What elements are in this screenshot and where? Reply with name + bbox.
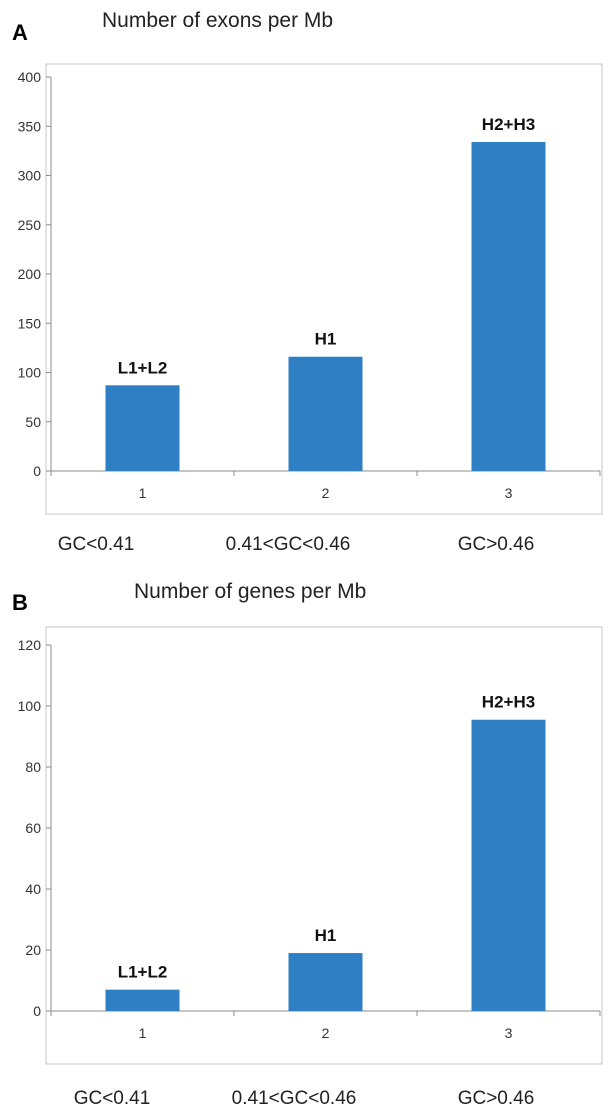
y-tick-label: 200	[18, 266, 42, 282]
y-tick-label: 350	[18, 118, 42, 134]
group-label-2: 0.41<GC<0.46	[225, 534, 351, 555]
y-tick-label: 40	[25, 881, 41, 897]
y-tick-label: 120	[18, 637, 42, 653]
y-tick-label: 20	[25, 942, 41, 958]
y-tick-label: 250	[18, 217, 42, 233]
bar-data-label: H2+H3	[482, 693, 535, 712]
group-label-2: 0.41<GC<0.46	[231, 1088, 357, 1109]
x-tick-label: 2	[322, 485, 330, 501]
bar	[471, 142, 546, 471]
bar-data-label: L1+L2	[118, 358, 168, 377]
y-tick-label: 0	[33, 1003, 41, 1019]
y-tick-label: 300	[18, 168, 42, 184]
x-tick-label: 3	[505, 485, 513, 501]
chart-frame	[45, 63, 603, 515]
y-tick-label: 0	[33, 463, 41, 479]
bar-chart-genes: 0 20 40 60 80 100 120 L1+L2 1 H1 2 H2+H3 3	[18, 626, 603, 1065]
y-tick-label: 100	[18, 698, 42, 714]
chart-panel-b: B Number of genes per Mb 0 20 40 60 80 100 120…	[0, 580, 609, 1118]
x-tick-label: 3	[505, 1025, 513, 1041]
y-tick-label: 150	[18, 315, 42, 331]
chart-panel-a: A Number of exons per Mb 0 50 100 150 200 250…	[12, 9, 603, 555]
panel-letter: B	[12, 590, 28, 615]
group-label-3: GC>0.46	[457, 534, 535, 555]
x-tick-label: 2	[322, 1025, 330, 1041]
bar	[288, 953, 363, 1011]
group-label-1: GC<0.41	[73, 1088, 151, 1109]
panel-letter: A	[12, 20, 28, 45]
bar-data-label: H2+H3	[482, 115, 535, 134]
bar-chart-exons: 0 50 100 150 200 250 300 350 400 L1+L2 1 H1 2 H2+H3 3	[18, 63, 603, 515]
bar-data-label: L1+L2	[118, 963, 168, 982]
y-tick-label: 50	[25, 414, 41, 430]
bar-data-label: H1	[315, 330, 337, 349]
chart-title: Number of genes per Mb	[134, 580, 367, 603]
y-tick-label: 60	[25, 820, 41, 836]
y-tick-label: 400	[18, 69, 42, 85]
bar	[288, 356, 363, 471]
bar	[105, 989, 180, 1011]
x-tick-label: 1	[139, 485, 147, 501]
group-label-3: GC>0.46	[457, 1088, 535, 1109]
y-tick-label: 100	[18, 365, 42, 381]
chart-frame	[45, 626, 603, 1065]
y-tick-label: 80	[25, 759, 41, 775]
bar	[105, 385, 180, 471]
bar	[471, 719, 546, 1011]
group-label-1: GC<0.41	[57, 534, 135, 555]
bar-data-label: H1	[315, 926, 337, 945]
x-tick-label: 1	[139, 1025, 147, 1041]
chart-title: Number of exons per Mb	[102, 9, 334, 32]
